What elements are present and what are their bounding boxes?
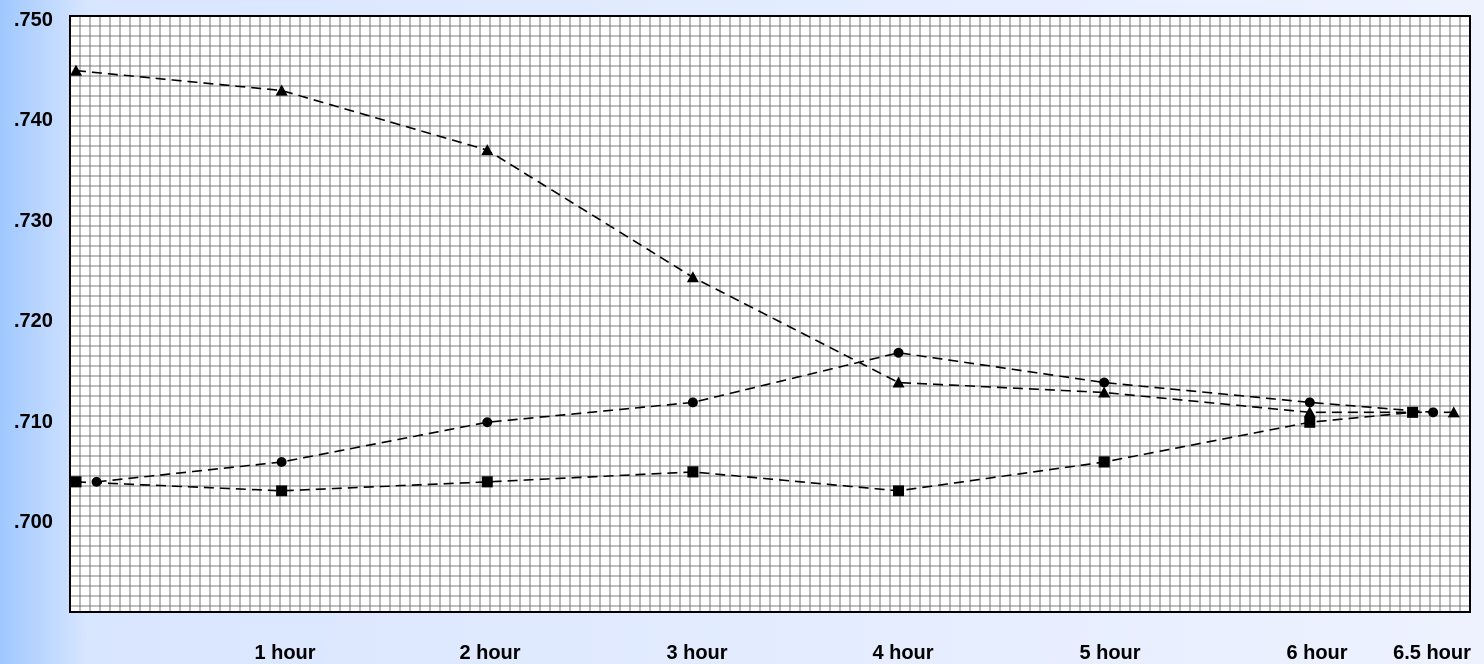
x-tick-label: 5 hour: [1079, 642, 1140, 664]
x-tick-label: 6.5 hour: [1393, 642, 1471, 664]
data-point-square: [1407, 406, 1419, 418]
series-line-circle: [96, 351, 1434, 483]
data-point-circle: [687, 397, 698, 408]
data-point-circle: [1428, 407, 1439, 418]
data-point-square: [893, 485, 905, 497]
data-point-circle: [276, 457, 287, 468]
y-tick-label: .730: [14, 210, 53, 232]
data-point-square: [1098, 456, 1110, 468]
chart-grid: [70, 16, 1470, 612]
data-point-triangle: [892, 376, 905, 388]
data-point-triangle: [1098, 386, 1111, 398]
x-axis-ticks: 1 hour 2 hour 3 hour 4 hour 5 hour 6 hou…: [254, 642, 1471, 664]
plot-border: [69, 15, 1471, 613]
y-tick-label: .720: [14, 310, 53, 332]
x-tick-label: 6 hour: [1286, 642, 1347, 664]
x-tick-label: 2 hour: [459, 642, 520, 664]
y-tick-label: .740: [14, 109, 53, 131]
y-tick-label: .750: [14, 9, 53, 31]
data-point-triangle: [481, 144, 494, 156]
data-point-circle: [1304, 397, 1315, 408]
data-point-circle: [893, 347, 904, 358]
data-point-circle: [1099, 377, 1110, 388]
data-point-circle: [91, 476, 102, 487]
data-point-triangle: [1447, 406, 1460, 418]
data-point-square: [1304, 416, 1316, 428]
x-tick-label: 1 hour: [254, 642, 315, 664]
data-point-triangle: [1303, 406, 1316, 418]
data-point-square: [70, 476, 82, 488]
data-point-circle: [482, 417, 493, 428]
data-point-square: [276, 485, 288, 497]
series-line-square: [75, 411, 1413, 492]
data-point-square: [481, 476, 493, 488]
data-point-triangle: [686, 271, 699, 283]
data-point-triangle: [70, 64, 82, 76]
x-tick-label: 4 hour: [872, 642, 933, 664]
y-tick-label: .710: [14, 411, 53, 433]
data-point-square: [687, 466, 699, 478]
series-line-triangle: [75, 69, 1454, 414]
data-point-triangle: [275, 84, 288, 96]
y-tick-label: .700: [14, 511, 53, 533]
y-axis-ticks: .750 .740 .730 .720 .710 .700: [14, 9, 53, 533]
x-tick-label: 3 hour: [666, 642, 727, 664]
series-layer: [70, 64, 1460, 497]
